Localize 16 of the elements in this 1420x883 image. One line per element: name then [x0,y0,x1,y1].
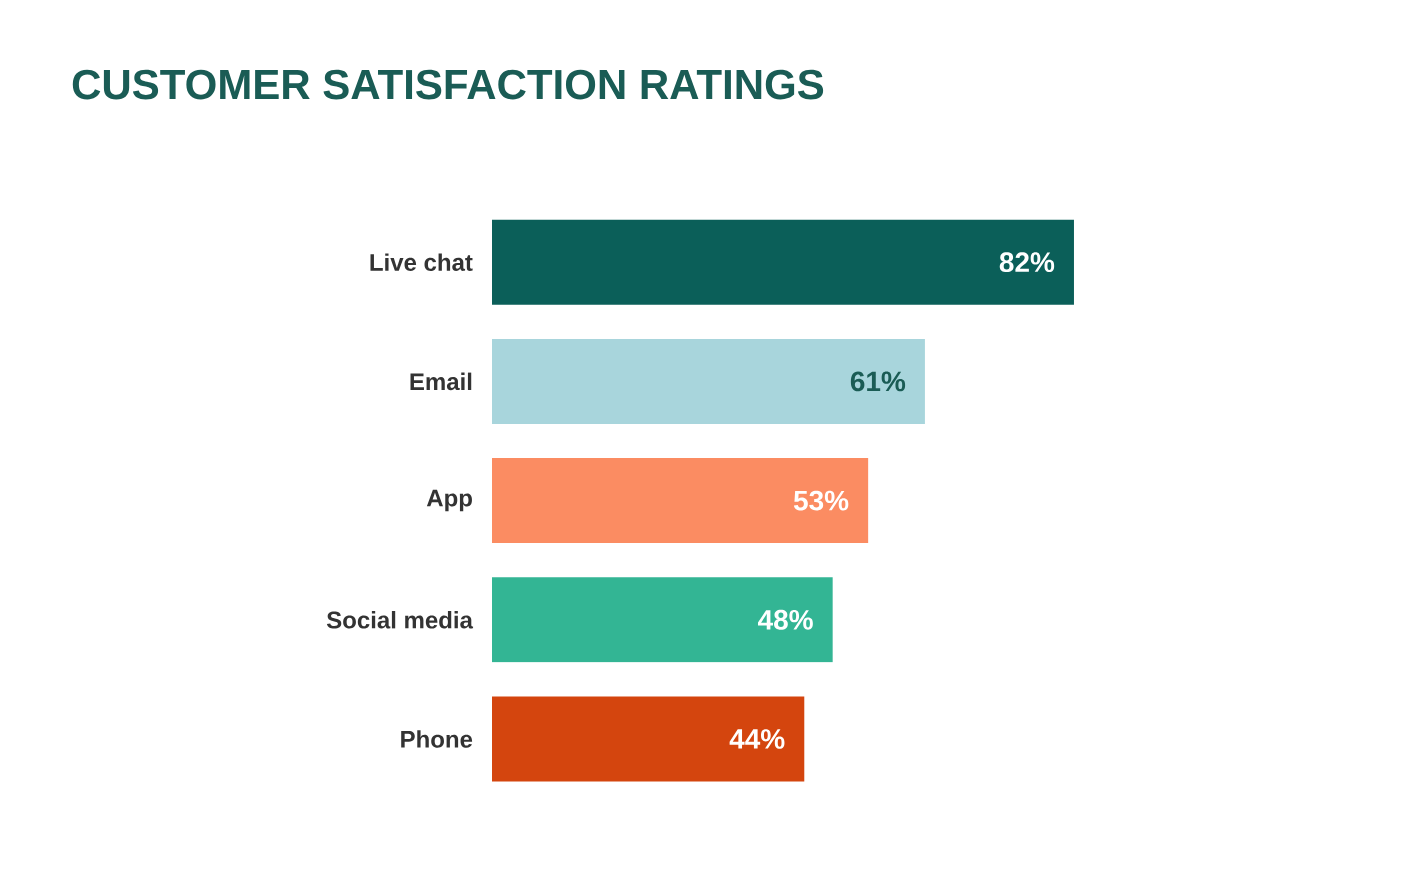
data-label: 44% [729,729,785,749]
data-label: 48% [758,609,813,630]
chart-title: CUSTOMER SATISFACTION RATINGS [72,69,824,100]
y-tick-label: Phone [401,730,473,748]
bar [492,338,925,424]
y-tick-label: Social media [326,610,474,629]
bar [492,696,805,782]
y-tick-label: Email [410,372,472,391]
y-tick-label: App [426,489,472,512]
data-label: 61% [850,371,906,392]
data-label: 53% [793,490,849,511]
data-label: 82% [999,252,1055,273]
bar [492,458,869,544]
y-tick-label: Live chat [370,253,473,271]
bar [492,219,1074,305]
bar [492,577,833,663]
